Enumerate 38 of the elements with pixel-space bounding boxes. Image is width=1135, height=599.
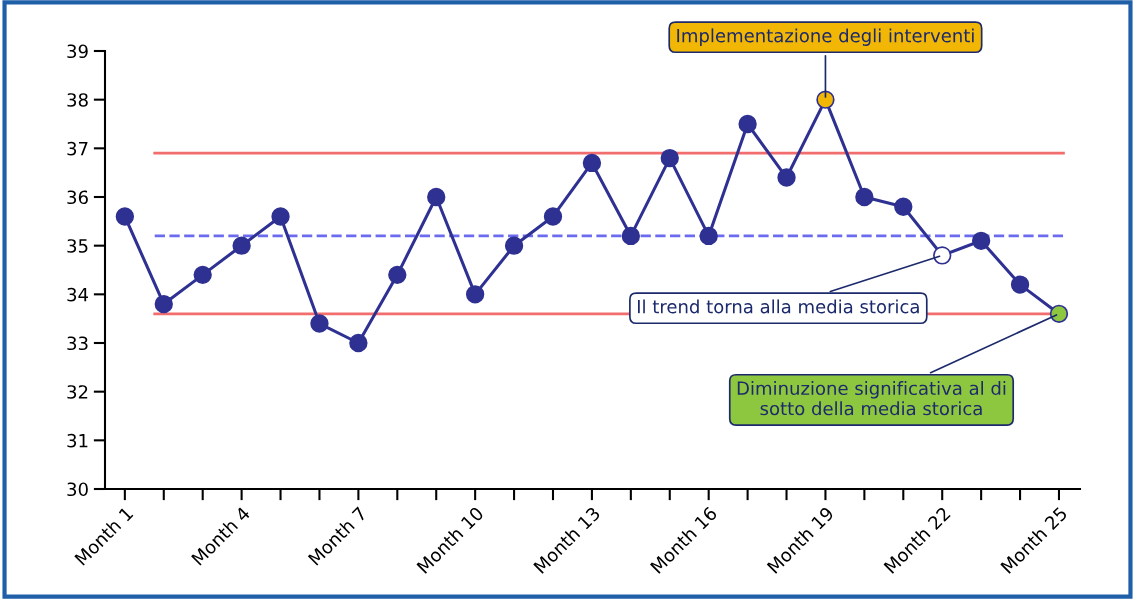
y-tick-label: 38 bbox=[67, 93, 88, 107]
point bbox=[310, 314, 329, 333]
point bbox=[933, 246, 952, 265]
point bbox=[465, 285, 485, 304]
point bbox=[504, 236, 524, 255]
point bbox=[971, 231, 991, 250]
point bbox=[855, 187, 874, 207]
point bbox=[1049, 304, 1069, 323]
point bbox=[349, 333, 368, 353]
point bbox=[1010, 275, 1030, 294]
annotation: Implementazione degli interventi bbox=[677, 28, 974, 46]
point bbox=[660, 148, 679, 168]
annotation: Diminuzione significativa al di sotto della media storica bbox=[737, 381, 1006, 416]
point bbox=[894, 197, 913, 216]
point bbox=[271, 207, 290, 226]
point bbox=[816, 90, 835, 109]
point bbox=[115, 207, 135, 226]
y-tick-label: 39 bbox=[67, 44, 88, 59]
point bbox=[738, 114, 757, 134]
point bbox=[388, 265, 407, 285]
point bbox=[543, 207, 563, 226]
y-tick-label: 34 bbox=[67, 287, 89, 302]
y-tick-label: 32 bbox=[67, 385, 88, 399]
point bbox=[699, 226, 718, 246]
y-tick-label: 37 bbox=[67, 141, 88, 156]
point bbox=[427, 187, 446, 207]
point bbox=[232, 236, 251, 255]
point bbox=[154, 294, 173, 314]
point bbox=[193, 265, 212, 285]
point bbox=[621, 226, 641, 246]
y-tick-label: 31 bbox=[67, 433, 88, 448]
point bbox=[582, 153, 602, 173]
y-tick-label: 30 bbox=[67, 482, 88, 497]
point bbox=[777, 168, 796, 187]
y-tick-label: 36 bbox=[67, 190, 88, 205]
y-tick-label: 33 bbox=[67, 336, 88, 351]
y-tick-label: 35 bbox=[67, 239, 88, 253]
annotation: Il trend torna alla media storica bbox=[637, 299, 919, 314]
